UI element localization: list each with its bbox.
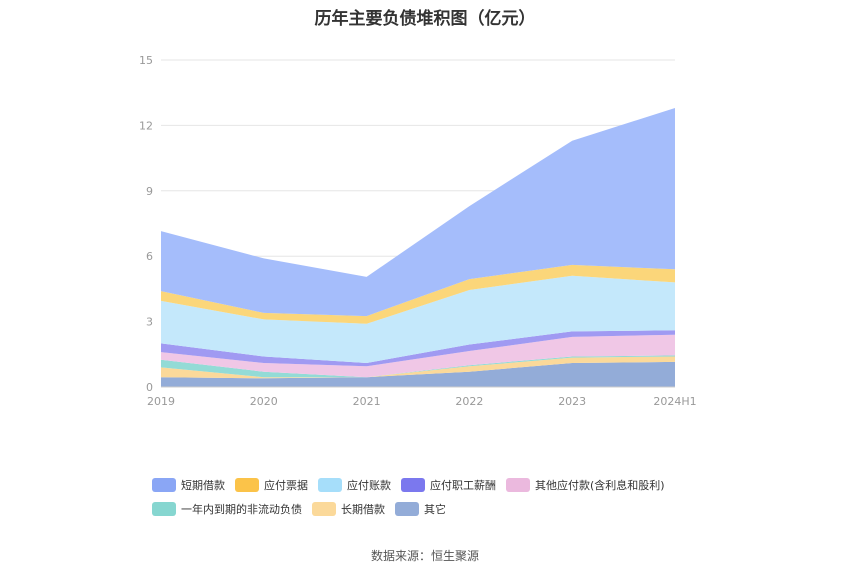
legend-label: 短期借款 <box>181 479 225 492</box>
x-tick-label: 2023 <box>558 395 586 408</box>
legend-item[interactable]: 长期借款 <box>312 501 385 517</box>
legend-item[interactable]: 一年内到期的非流动负债 <box>152 501 302 517</box>
legend-swatch <box>395 502 419 516</box>
y-tick-label: 9 <box>146 185 153 198</box>
legend-label: 长期借款 <box>341 503 385 516</box>
x-tick-label: 2020 <box>250 395 278 408</box>
y-tick-label: 0 <box>146 381 153 394</box>
legend-label: 应付账款 <box>347 479 391 492</box>
legend-item[interactable]: 短期借款 <box>152 477 225 493</box>
legend-row: 短期借款 应付票据 应付账款 应付职工薪酬 其他应付款(含利息和股利) <box>152 473 752 497</box>
legend-item[interactable]: 其它 <box>395 501 446 517</box>
x-tick-label: 2021 <box>353 395 381 408</box>
legend-swatch <box>235 478 259 492</box>
legend-item[interactable]: 应付票据 <box>235 477 308 493</box>
legend-row: 一年内到期的非流动负债 长期借款 其它 <box>152 497 752 521</box>
legend-swatch <box>152 478 176 492</box>
legend-item[interactable]: 应付账款 <box>318 477 391 493</box>
legend: 短期借款 应付票据 应付账款 应付职工薪酬 其他应付款(含利息和股利) 一年内到期的非流动… <box>152 473 752 521</box>
area-series <box>161 356 675 379</box>
x-tick-label: 2019 <box>147 395 175 408</box>
legend-label: 应付票据 <box>264 479 308 492</box>
plot-area: 0 3 6 9 12 15 2019 2020 2021 2022 2023 2024H1 <box>139 54 697 408</box>
source-note: 数据来源：恒生聚源 <box>370 549 479 563</box>
area-series <box>161 264 675 324</box>
y-tick-label: 6 <box>146 250 153 263</box>
legend-swatch <box>401 478 425 492</box>
area-series <box>161 275 675 363</box>
legend-label: 应付职工薪酬 <box>430 479 496 492</box>
x-tick-label: 2022 <box>455 395 483 408</box>
y-tick-label: 3 <box>146 316 153 329</box>
area-series <box>161 108 675 317</box>
legend-swatch <box>506 478 530 492</box>
legend-item[interactable]: 应付职工薪酬 <box>401 477 496 493</box>
legend-swatch <box>312 502 336 516</box>
area-series <box>161 330 675 367</box>
legend-label: 一年内到期的非流动负债 <box>181 503 302 516</box>
y-tick-label: 15 <box>139 54 153 67</box>
legend-item[interactable]: 其他应付款(含利息和股利) <box>506 477 665 493</box>
legend-label: 其它 <box>424 503 446 516</box>
area-series <box>161 334 675 378</box>
y-tick-label: 12 <box>139 119 153 132</box>
legend-label: 其他应付款(含利息和股利) <box>535 479 665 492</box>
x-tick-label: 2024H1 <box>653 395 696 408</box>
legend-swatch <box>152 502 176 516</box>
chart-title: 历年主要负债堆积图（亿元） <box>314 9 536 29</box>
legend-swatch <box>318 478 342 492</box>
